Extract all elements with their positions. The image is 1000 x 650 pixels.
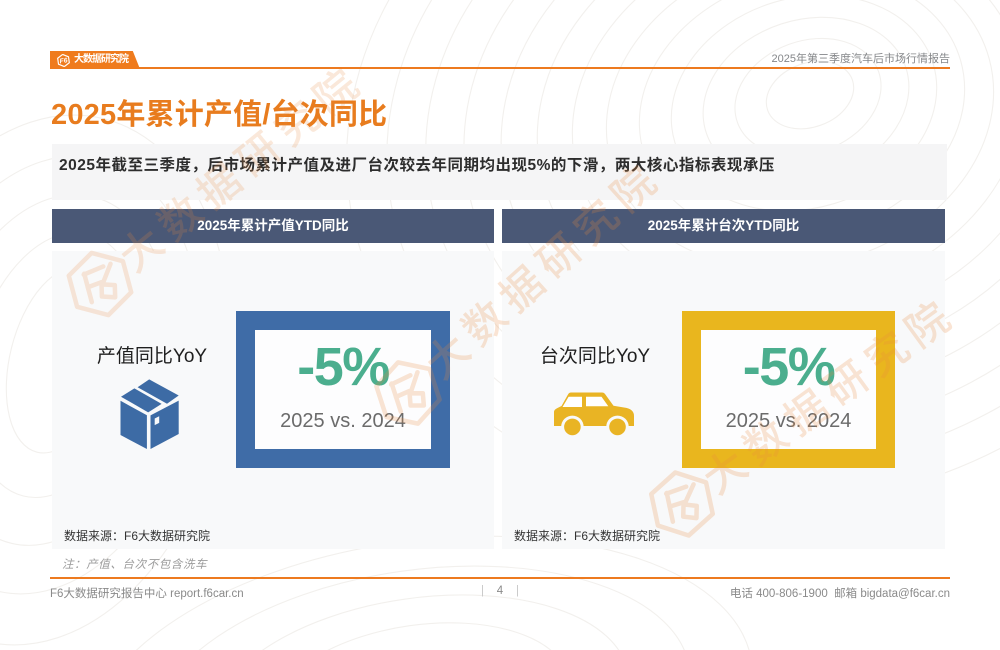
svg-text:F6: F6: [59, 57, 68, 65]
